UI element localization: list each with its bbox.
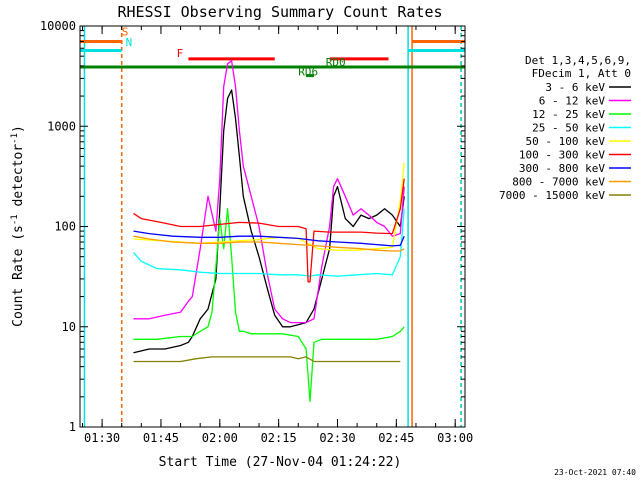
annotation-label: S [122,26,129,39]
y-axis-label: Count Rate (s-1 detector-1) [10,125,26,327]
legend-entry: 800 - 7000 keV [512,176,605,189]
x-tick-label: 02:30 [319,431,355,445]
legend-entry: 100 - 300 keV [519,149,605,162]
x-tick-label: 01:30 [84,431,120,445]
series-line-5 [133,178,405,283]
x-axis: 01:30 01:45 02:00 02:15 02:30 02:45 03:00 [81,26,473,445]
series-line-6 [133,230,405,247]
series-line-0 [133,89,405,354]
y-axis-label-part1: Count Rate (s [11,225,26,327]
series-line-1 [133,60,405,324]
legend: Det 1,3,4,5,6,9,FDecim 1, Att 03 - 6 keV… [499,54,631,202]
legend-header: FDecim 1, Att 0 [532,67,631,80]
legend-entry: 300 - 800 keV [519,162,605,175]
footer-date: 23-Oct-2021 07:40 [554,468,636,477]
x-tick-label: 02:00 [202,431,238,445]
annotation-label: RD6 [298,66,318,79]
legend-entry: 50 - 100 keV [526,135,606,148]
series-line-2 [133,208,405,403]
annotation-label: RD0 [326,56,346,69]
series-line-3 [133,208,405,277]
y-tick-label: 1 [69,420,76,434]
y-axis-label-end: ) [11,125,26,133]
annotation-label: N [126,36,133,49]
x-tick-label: 01:45 [143,431,179,445]
legend-entry: 3 - 6 keV [545,81,605,94]
y-axis: 1 10 100 1000 10000 [40,19,465,434]
y-tick-label: 10 [62,320,76,334]
x-tick-label: 02:15 [261,431,297,445]
legend-header: Det 1,3,4,5,6,9, [525,54,631,67]
y-tick-label: 10000 [40,19,76,33]
x-axis-label: Start Time (27-Nov-04 01:24:22) [159,455,402,470]
x-tick-label: 02:45 [378,431,414,445]
legend-entry: 25 - 50 keV [532,122,605,135]
y-tick-label: 1000 [47,119,76,133]
x-tick-label: 03:00 [437,431,473,445]
y-axis-label-part2: detector [11,144,26,215]
plot-area: SN F RD0 RD6 [80,26,465,427]
legend-entry: 12 - 25 keV [532,108,605,121]
y-axis-label-sup2: -1 [10,133,20,144]
legend-entry: 6 - 12 keV [539,95,606,108]
series-line-7 [133,235,405,252]
legend-entry: 7000 - 15000 keV [499,189,605,202]
chart-title: RHESSI Observing Summary Count Rates [117,3,442,21]
y-tick-label: 100 [54,220,76,234]
annotation-label: F [177,47,184,60]
series-line-8 [133,356,401,363]
y-axis-label-sup1: -1 [10,214,20,225]
